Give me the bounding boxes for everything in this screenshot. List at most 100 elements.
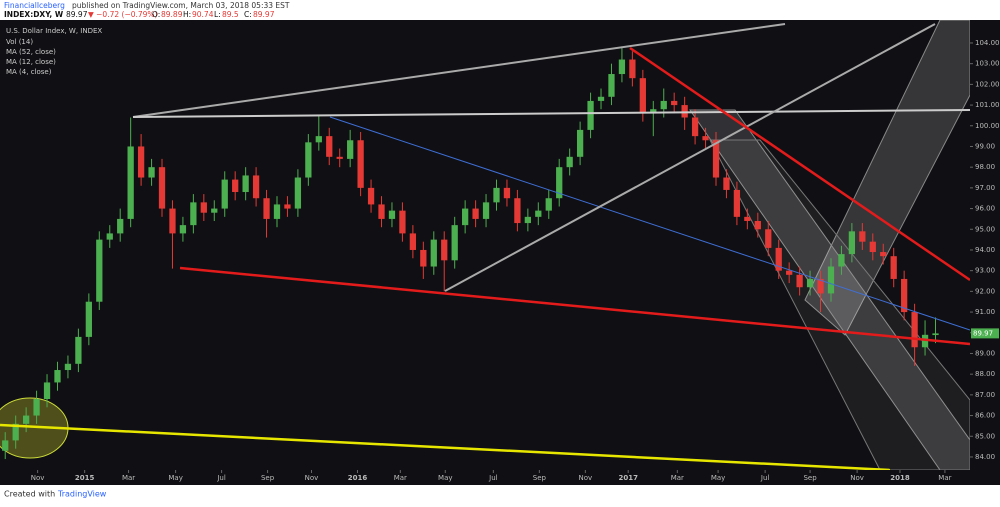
candle-body	[315, 136, 322, 143]
trend-line	[179, 266, 970, 346]
y-tick-label: 95.00	[975, 225, 995, 233]
candle-body	[96, 239, 103, 302]
candle-body	[723, 177, 730, 190]
candle-body	[566, 156, 573, 168]
x-tick-label: Jul	[216, 474, 226, 482]
candle-body	[441, 239, 448, 261]
x-tick-label: 2016	[348, 474, 368, 482]
x-tick-label: Mar	[394, 474, 407, 482]
candle-body	[859, 231, 866, 242]
footer-text: Created with	[4, 490, 55, 499]
indicator[interactable]: MA (4, close)	[6, 68, 52, 76]
candle-body	[911, 312, 918, 348]
ohlc-value: 89.5	[222, 10, 239, 19]
x-tick-label: Jul	[760, 474, 770, 482]
candle-body	[712, 140, 720, 178]
y-tick-label: 101.00	[975, 101, 1000, 109]
y-tick-label: 97.00	[975, 184, 995, 192]
publisher[interactable]: FinancialIceberg	[4, 1, 65, 10]
candle-body	[148, 167, 155, 178]
candle-body	[179, 225, 187, 234]
candle-body	[472, 208, 479, 219]
candle-body	[399, 210, 406, 234]
candle-body	[357, 140, 364, 188]
candle-body	[650, 109, 657, 114]
trend-line	[132, 109, 970, 118]
chart-background	[0, 20, 1000, 485]
candle-body	[33, 399, 40, 416]
footer-bar	[0, 485, 1000, 503]
candle-body	[806, 278, 814, 288]
candle-body	[765, 229, 772, 248]
x-tick-label: Mar	[938, 474, 951, 482]
candle-body	[22, 415, 30, 424]
candle-body	[43, 382, 51, 400]
candle-body	[576, 129, 584, 157]
candle-body	[263, 198, 270, 219]
footer-brand[interactable]: TradingView	[57, 490, 107, 499]
candle-body	[691, 117, 699, 137]
candle-body	[786, 270, 793, 275]
y-tick-label: 99.00	[975, 142, 995, 150]
ohlc-label: O:	[152, 10, 160, 19]
y-tick-label: 88.00	[975, 370, 995, 378]
candle-body	[420, 249, 427, 267]
candle-body	[252, 175, 260, 199]
candle-body	[137, 146, 145, 178]
x-tick-label: May	[711, 474, 725, 482]
candle-body	[221, 179, 228, 209]
candle-body	[587, 100, 594, 130]
candle-body	[75, 336, 82, 364]
candle-body	[671, 100, 678, 106]
legend: U.S. Dollar Index, W, INDEX Vol (14) MA …	[6, 27, 102, 76]
candle-body	[890, 256, 897, 279]
axes: 84.0085.0086.0087.0088.0089.0090.0091.00…	[0, 20, 1000, 485]
candle-body	[284, 204, 291, 209]
candle-body	[430, 239, 437, 267]
candle-body	[169, 208, 176, 234]
candle-body	[294, 177, 302, 209]
indicator[interactable]: MA (52, close)	[6, 48, 56, 56]
candles	[2, 47, 939, 460]
x-tick-label: Sep	[803, 474, 817, 482]
indicator[interactable]: Vol (14)	[6, 38, 33, 46]
channel	[804, 20, 970, 336]
trend-line	[444, 23, 936, 292]
y-tick-label: 85.00	[975, 432, 995, 440]
y-tick-label: 102.00	[975, 80, 1000, 88]
candle-body	[451, 225, 458, 261]
candle-body	[702, 136, 709, 141]
candle-body	[12, 423, 19, 441]
ohlc-label: C:	[244, 10, 252, 19]
x-tick-label: May	[168, 474, 182, 482]
candle-body	[211, 208, 218, 213]
ohlc-label: L:	[214, 10, 221, 19]
candle-body	[242, 175, 249, 193]
y-tick-label: 93.00	[975, 267, 995, 275]
trend-line	[629, 46, 970, 282]
x-tick-label: Sep	[533, 474, 547, 482]
last-price: 89.97	[66, 10, 88, 19]
candle-body	[347, 140, 354, 159]
candle-body	[200, 202, 207, 213]
price-axis	[970, 20, 1000, 485]
ohlc-value: 89.97	[253, 10, 275, 19]
candle-body	[232, 179, 239, 193]
candle-body	[535, 210, 542, 217]
x-tick-label: 2017	[618, 474, 638, 482]
x-tick-label: Nov	[850, 474, 864, 482]
candle-body	[556, 167, 563, 199]
chart-title: U.S. Dollar Index, W, INDEX	[6, 27, 102, 35]
candle-body	[326, 136, 333, 157]
indicator[interactable]: MA (12, close)	[6, 58, 56, 66]
y-tick-label: 86.00	[975, 412, 995, 420]
candle-body	[524, 216, 531, 224]
channel	[709, 139, 970, 470]
trend-line	[329, 116, 970, 331]
candle-body	[733, 189, 741, 217]
x-tick-label: Jul	[488, 474, 498, 482]
candle-body	[2, 440, 9, 451]
candle-body	[681, 105, 688, 118]
candle-body	[514, 198, 521, 224]
